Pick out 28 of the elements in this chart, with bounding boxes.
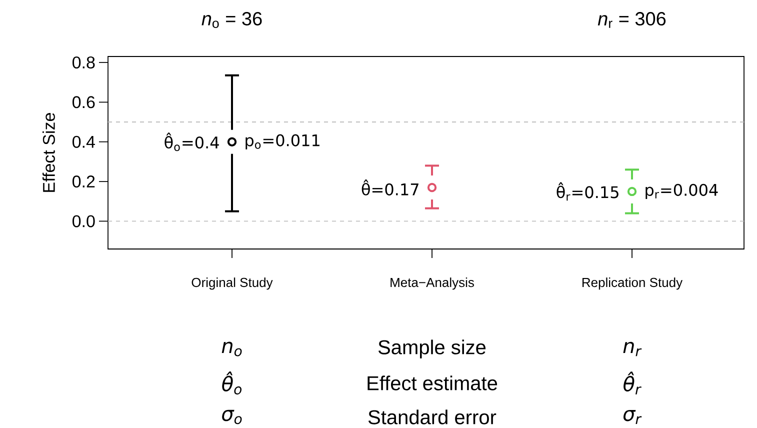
- y-tick-label: 0.6: [72, 96, 95, 108]
- annotation: p$_{o}$=0.011: [246, 134, 320, 150]
- x-tick-label: Meta−Analysis: [390, 278, 474, 290]
- annotation: θ̂=0.17: [362, 180, 418, 196]
- text: n$_{o}$: [222, 342, 242, 356]
- text: σ$_{r}$: [624, 410, 642, 424]
- y-tick-label: 0.8: [72, 56, 95, 68]
- text: Sample size: [378, 340, 486, 358]
- point: [627, 186, 637, 196]
- point: [427, 182, 437, 192]
- y-tick-label: 0.4: [72, 136, 95, 148]
- annotation: θ̂$_{r}$=0.15: [556, 182, 618, 201]
- x-tick-label: Original Study: [192, 278, 273, 290]
- text: n$_{o}$ = 36: [202, 12, 262, 28]
- annotation: p$_{r}$=0.004: [646, 184, 718, 200]
- point: [227, 137, 237, 146]
- y-tick-label: 0.2: [72, 176, 95, 188]
- text: σ$_{o}$: [222, 410, 242, 424]
- annotation: θ̂$_{o}$=0.4: [164, 132, 219, 152]
- text: n$_{r}$: [623, 342, 642, 356]
- x-tick-label: Replication Study: [582, 278, 683, 290]
- y-axis-title: Effect Size: [42, 113, 55, 192]
- text: n$_{r}$ = 306: [598, 12, 666, 28]
- text: θ̂$_{r}$: [624, 372, 642, 394]
- text: Standard error: [368, 410, 496, 424]
- text: θ̂$_{o}$: [222, 372, 242, 394]
- text: Effect estimate: [368, 376, 498, 390]
- y-tick-label: 0.0: [72, 215, 95, 228]
